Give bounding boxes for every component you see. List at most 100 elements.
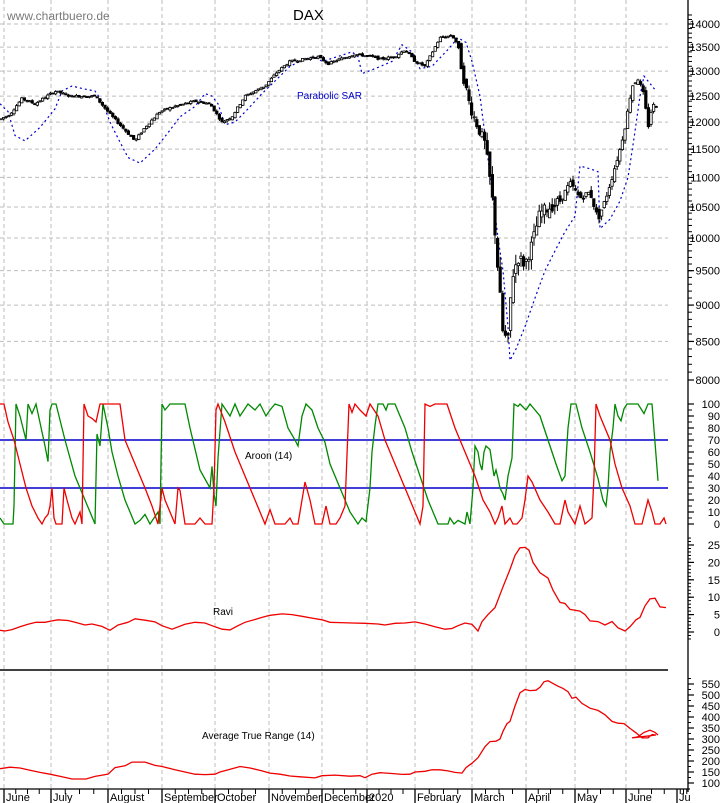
candle [14,103,19,112]
candle [61,92,66,95]
candle [639,79,643,87]
candle [571,175,575,191]
candle [246,93,250,96]
candle [9,112,13,117]
candle [267,81,271,87]
y-tick-label: 50 [708,459,720,471]
candle [137,133,141,141]
candle [449,33,453,37]
candle [334,59,339,63]
month-label: August [110,792,144,803]
candle [561,198,565,204]
candle [95,96,99,99]
candle [178,103,182,106]
candle [189,100,193,106]
candle [337,57,341,62]
candle [467,85,471,105]
y-tick-label: 25 [708,540,720,552]
candle [646,103,651,129]
month-label: 2020 [369,792,393,803]
watermark: www.chartbuero.de [7,9,110,23]
candle [495,236,500,271]
candle [480,128,484,139]
candle [631,85,635,103]
parabolic-sar-line [0,37,657,363]
candle [269,76,274,83]
candle [220,117,224,124]
y-tick-label: 12500 [689,91,720,103]
aroon-up-line [0,401,659,526]
candle [553,198,557,215]
candle [378,57,383,60]
candle [22,97,27,102]
candle [243,94,247,102]
candle [248,92,253,96]
candle [274,71,279,77]
y-tick-label: 0 [714,627,720,639]
right-axis: 1400013500130001250012000115001100010500… [687,0,720,792]
candle [620,136,625,151]
candle [170,106,175,109]
candle [142,128,146,133]
candle [456,40,461,50]
candle [98,98,102,104]
ravi-panel [0,546,667,633]
candle [144,125,149,130]
y-tick-label: 90 [708,411,720,423]
candle [181,103,185,106]
candle [87,95,91,99]
candle [191,100,195,103]
candle [501,290,505,333]
candle [462,62,466,86]
candle [358,53,362,56]
candle [2,117,6,121]
candle [652,102,656,114]
candle [160,110,164,114]
candle [230,116,234,121]
candle [482,129,487,150]
candle [173,104,177,108]
month-label: November [271,792,322,803]
candle [64,92,68,96]
month-label: April [528,792,550,803]
candle [628,94,632,114]
candle [373,55,378,59]
candle [77,94,81,98]
candle [287,59,292,67]
candle [113,115,117,121]
candle [222,119,227,123]
y-tick-label: 10000 [689,233,720,245]
candle [74,93,78,98]
candle [423,64,427,68]
candle [321,56,326,62]
candle [241,99,245,107]
candle [574,185,578,192]
candle [163,108,167,112]
candle [433,46,437,52]
candle [506,332,510,343]
candle [165,107,169,110]
month-label: May [577,792,598,803]
candle [285,63,289,67]
candle [116,117,120,125]
candle [610,176,614,190]
candle [150,118,154,125]
candle [298,60,302,63]
candle [67,93,71,98]
candle [365,55,370,58]
candle [477,125,482,137]
y-tick-label: 14000 [689,19,720,31]
candle [345,56,349,59]
atr-label: Average True Range (14) [202,731,315,742]
candle [464,78,469,91]
y-tick-label: 5 [714,610,720,622]
candle [272,73,276,78]
y-tick-label: 11500 [690,144,720,156]
candle [352,54,357,58]
candle [313,57,318,59]
candle [233,111,237,119]
candle [30,99,34,105]
y-tick-label: 15 [708,575,720,587]
y-tick-label: 20 [708,557,720,569]
candle [129,134,133,137]
